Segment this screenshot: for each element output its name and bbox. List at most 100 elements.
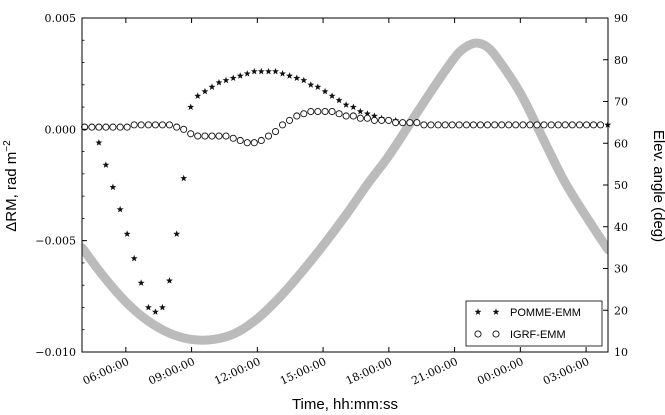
y-left-tick-label: −0.005 [35, 235, 76, 248]
igrf-emm-point [434, 121, 442, 129]
pomme-emm-point [272, 67, 279, 75]
igrf-emm-point [95, 123, 103, 131]
legend-circle [474, 330, 482, 338]
y-right-tick-label: 70 [614, 96, 628, 109]
legend-item-igrf-emm: IGRF-EMM [474, 329, 566, 341]
pomme-emm-point [229, 74, 237, 82]
legend-label-igrf-emm: IGRF-EMM [510, 329, 566, 341]
igrf-emm-point [278, 121, 287, 129]
y-right-tick-label: 90 [614, 12, 628, 25]
igrf-emm-point [505, 121, 513, 129]
legend-label-pomme-emm: POMME-EMM [510, 307, 581, 319]
igrf-emm-point [476, 121, 484, 129]
pomme-emm-point [250, 67, 258, 75]
pomme-emm-point [314, 83, 322, 90]
igrf-emm-point [137, 121, 145, 129]
igrf-emm-point [399, 119, 407, 127]
y-right-tick-label: 30 [614, 263, 628, 276]
igrf-emm-point [314, 107, 322, 116]
igrf-emm-point [250, 139, 258, 147]
pomme-emm-series [81, 67, 612, 315]
igrf-emm-point [392, 119, 400, 127]
igrf-emm-point [257, 136, 265, 145]
igrf-emm-point [180, 125, 188, 133]
pomme-emm-point [166, 277, 173, 284]
legend: POMME-EMM IGRF-EMM [465, 300, 603, 347]
pomme-emm-point [363, 110, 371, 117]
igrf-emm-point [173, 123, 181, 131]
pomme-emm-point [208, 83, 216, 90]
x-tick-label: 09:00:00 [147, 355, 197, 388]
igrf-emm-point [363, 114, 371, 122]
igrf-emm-series [81, 107, 605, 147]
igrf-emm-point [116, 123, 124, 131]
igrf-emm-point [158, 121, 166, 129]
x-axis-title: Time, hh:mm:ss [292, 396, 398, 413]
pomme-emm-point [307, 81, 315, 88]
pomme-emm-point [236, 72, 244, 79]
igrf-emm-point [264, 132, 273, 140]
igrf-emm-point [455, 121, 463, 129]
pomme-emm-point [286, 72, 293, 79]
pomme-emm-point [95, 139, 103, 146]
y-axis-right: 10 20 30 40 50 60 70 80 90 [603, 12, 628, 359]
igrf-emm-point [215, 132, 223, 140]
pomme-emm-point [300, 76, 308, 84]
igrf-emm-point [561, 121, 569, 129]
x-tick-label: 06:00:00 [81, 355, 131, 388]
pomme-emm-point [243, 70, 251, 77]
igrf-emm-point [483, 121, 492, 129]
y-axis-right-title: Elev. angle (deg) [650, 130, 665, 242]
pomme-emm-point [180, 174, 188, 182]
igrf-emm-point [533, 121, 541, 129]
pomme-emm-point [109, 183, 117, 191]
igrf-emm-point [243, 139, 251, 147]
igrf-emm-point [321, 107, 329, 116]
igrf-emm-point [385, 116, 393, 124]
igrf-emm-point [222, 132, 230, 140]
igrf-emm-point [300, 110, 308, 118]
igrf-emm-point [236, 136, 244, 145]
igrf-emm-point [102, 123, 110, 131]
igrf-emm-point [356, 114, 364, 122]
y-right-tick-label: 10 [614, 346, 628, 359]
x-tick-label: 00:00:00 [475, 355, 525, 388]
legend-circle-marker [474, 330, 500, 338]
legend-circle [492, 330, 500, 338]
legend-star-marker [474, 308, 500, 315]
igrf-emm-point [144, 121, 152, 129]
pomme-emm-point [293, 74, 301, 82]
pomme-emm-point [144, 303, 152, 311]
y-axis-left-title: ΔRM, rad m−2 [2, 140, 20, 232]
igrf-emm-point [575, 121, 584, 129]
pomme-emm-point [257, 67, 265, 75]
igrf-emm-point [151, 121, 159, 129]
y-left-tick-label: 0.000 [45, 123, 77, 136]
igrf-emm-point [271, 128, 280, 136]
igrf-emm-point [194, 132, 202, 140]
igrf-emm-point [187, 130, 195, 138]
pomme-emm-point [201, 87, 209, 95]
igrf-emm-point [165, 121, 173, 129]
pomme-emm-point [173, 230, 181, 237]
y-right-tick-label: 40 [614, 221, 628, 234]
elevation-series [82, 38, 608, 345]
x-tick-label: 15:00:00 [278, 355, 328, 388]
igrf-emm-point [335, 110, 343, 118]
pomme-emm-point [215, 78, 223, 86]
legend-item-pomme-emm: POMME-EMM [474, 307, 581, 319]
igrf-emm-point [208, 132, 216, 140]
pomme-emm-point [335, 96, 343, 104]
igrf-emm-point [589, 121, 598, 129]
pomme-emm-point [321, 87, 329, 95]
pomme-emm-point [123, 230, 131, 237]
y-left-tick-label: 0.005 [45, 12, 77, 25]
igrf-emm-point [540, 121, 548, 129]
y-right-tick-label: 80 [614, 54, 628, 67]
igrf-emm-point [88, 123, 96, 131]
igrf-emm-point [547, 121, 555, 129]
pomme-emm-point [328, 92, 336, 99]
elevation-angle-line [82, 38, 608, 345]
igrf-emm-point [378, 116, 386, 124]
legend-star [474, 308, 482, 315]
